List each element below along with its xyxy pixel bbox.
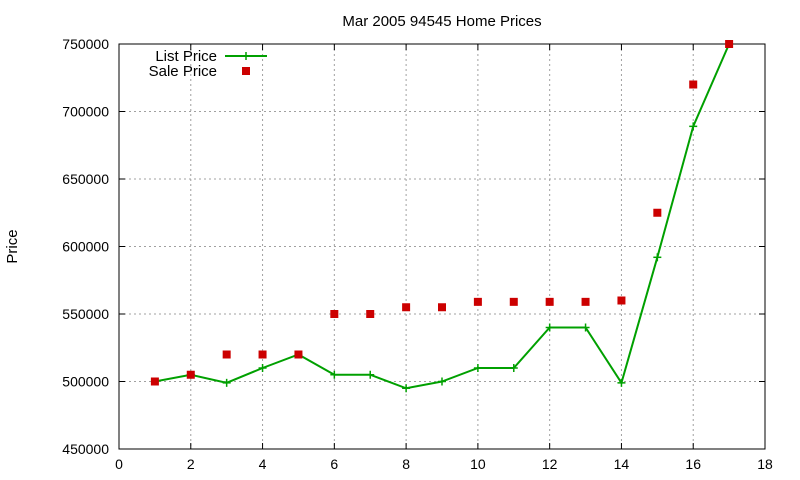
sale-price-point xyxy=(402,303,411,312)
y-tick-label: 450000 xyxy=(62,441,109,457)
sale-price-point xyxy=(366,310,375,318)
sale-price-point xyxy=(617,296,626,305)
list-price-point xyxy=(366,370,375,379)
sale-price-point xyxy=(725,40,734,48)
list-price-point xyxy=(258,364,267,372)
list-price-point xyxy=(617,378,626,387)
y-tick-label: 600000 xyxy=(62,239,109,255)
sale-price-point xyxy=(653,208,662,217)
x-tick-label: 8 xyxy=(402,456,410,472)
sale-price-point xyxy=(545,297,554,306)
legend-label-list-price: List Price xyxy=(155,48,217,65)
sale-price-point xyxy=(186,370,195,379)
legend-marker-list-price xyxy=(242,52,250,60)
sale-price-point xyxy=(438,303,446,312)
x-tick-label: 18 xyxy=(757,456,773,472)
list-price-point xyxy=(473,364,482,372)
sale-price-point xyxy=(150,377,159,386)
sale-price-point xyxy=(689,80,698,89)
sale-price-point xyxy=(222,350,231,359)
x-tick-label: 12 xyxy=(542,456,558,472)
legend: List Price Sale Price xyxy=(149,48,267,80)
axis-ticks: 0 2 4 6 8 10 12 14 16 18 450000 500000 550000 600000 6… xyxy=(62,36,773,472)
chart-title: Mar 2005 94545 Home Prices xyxy=(342,13,541,30)
list-price-point xyxy=(330,370,339,379)
list-price-point xyxy=(438,377,446,386)
x-tick-label: 4 xyxy=(259,456,267,472)
y-tick-label: 550000 xyxy=(62,306,109,322)
y-tick-label: 700000 xyxy=(62,104,109,120)
sale-price-point xyxy=(330,310,339,318)
sale-price-point xyxy=(294,350,303,359)
x-tick-label: 2 xyxy=(187,456,195,472)
list-price-point xyxy=(509,364,518,372)
x-tick-label: 10 xyxy=(470,456,486,472)
legend-swatch-sale-price xyxy=(242,67,250,75)
sale-price-point xyxy=(258,350,267,359)
list-price-point xyxy=(402,384,411,393)
x-tick-label: 6 xyxy=(330,456,338,472)
sale-price-point xyxy=(473,297,482,306)
y-tick-label: 750000 xyxy=(62,36,109,52)
y-axis-label: Price xyxy=(4,229,21,263)
list-price-point xyxy=(222,378,231,387)
x-tick-label: 0 xyxy=(115,456,123,472)
legend-label-sale-price: Sale Price xyxy=(149,63,217,80)
x-tick-label: 16 xyxy=(685,456,701,472)
list-price-point xyxy=(545,323,554,332)
series-line-list-price xyxy=(154,43,731,390)
list-price-point xyxy=(653,253,662,262)
x-tick-label: 14 xyxy=(614,456,630,472)
sale-price-point xyxy=(581,297,590,306)
y-tick-label: 650000 xyxy=(62,171,109,187)
sale-price-point xyxy=(509,297,518,306)
y-tick-label: 500000 xyxy=(62,374,109,390)
list-price-point xyxy=(689,122,698,131)
list-price-point xyxy=(581,323,590,332)
grid xyxy=(119,44,765,449)
series xyxy=(150,40,734,393)
